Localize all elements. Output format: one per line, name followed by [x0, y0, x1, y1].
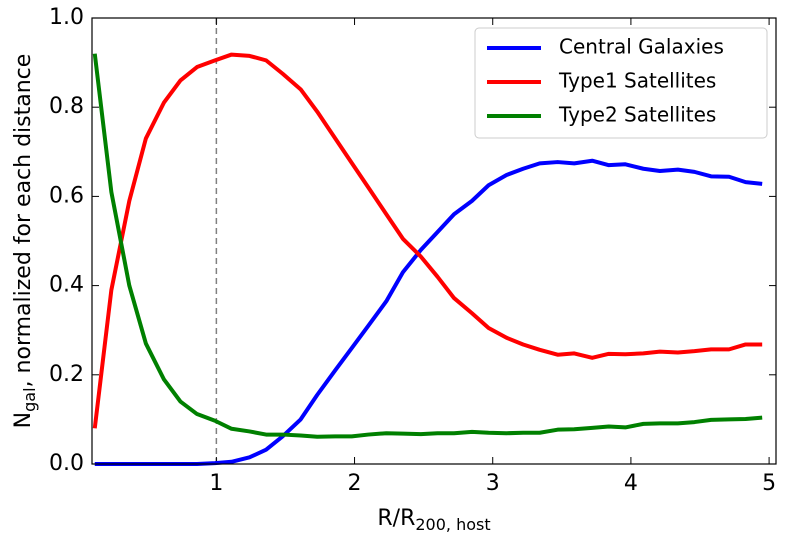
y-axis-label: Ngal, normalized for each distance [11, 54, 39, 429]
x-tick-label: 3 [486, 471, 500, 496]
x-axis-label: R/R200, host [377, 506, 490, 534]
legend-label: Central Galaxies [559, 35, 724, 59]
y-tick-label: 0.6 [49, 183, 84, 208]
legend-box [474, 27, 768, 139]
y-axis-label-sub: gal [20, 387, 39, 411]
y-tick-label: 0.4 [49, 273, 84, 298]
plot-frame [91, 17, 777, 465]
series-line [92, 52, 763, 429]
y-tick-label: 0.2 [49, 362, 84, 387]
x-tick-label: 5 [762, 471, 776, 496]
series-line [94, 158, 763, 466]
series-line [92, 53, 763, 439]
x-tick-label: 2 [348, 471, 362, 496]
legend-label: Type2 Satellites [558, 103, 716, 127]
y-axis-label-main: N [11, 412, 36, 428]
x-tick-label: 1 [209, 471, 223, 496]
y-tick-label: 1.0 [49, 5, 84, 30]
x-axis-label-main: R/R [377, 506, 415, 531]
x-axis-label-sub: 200, host [415, 515, 490, 534]
y-tick-label: 0.0 [49, 451, 84, 476]
y-axis-label-rest: , normalized for each distance [11, 54, 36, 388]
legend-label: Type1 Satellites [558, 69, 716, 93]
x-tick-label: 4 [624, 471, 638, 496]
y-tick-label: 0.8 [49, 94, 84, 119]
